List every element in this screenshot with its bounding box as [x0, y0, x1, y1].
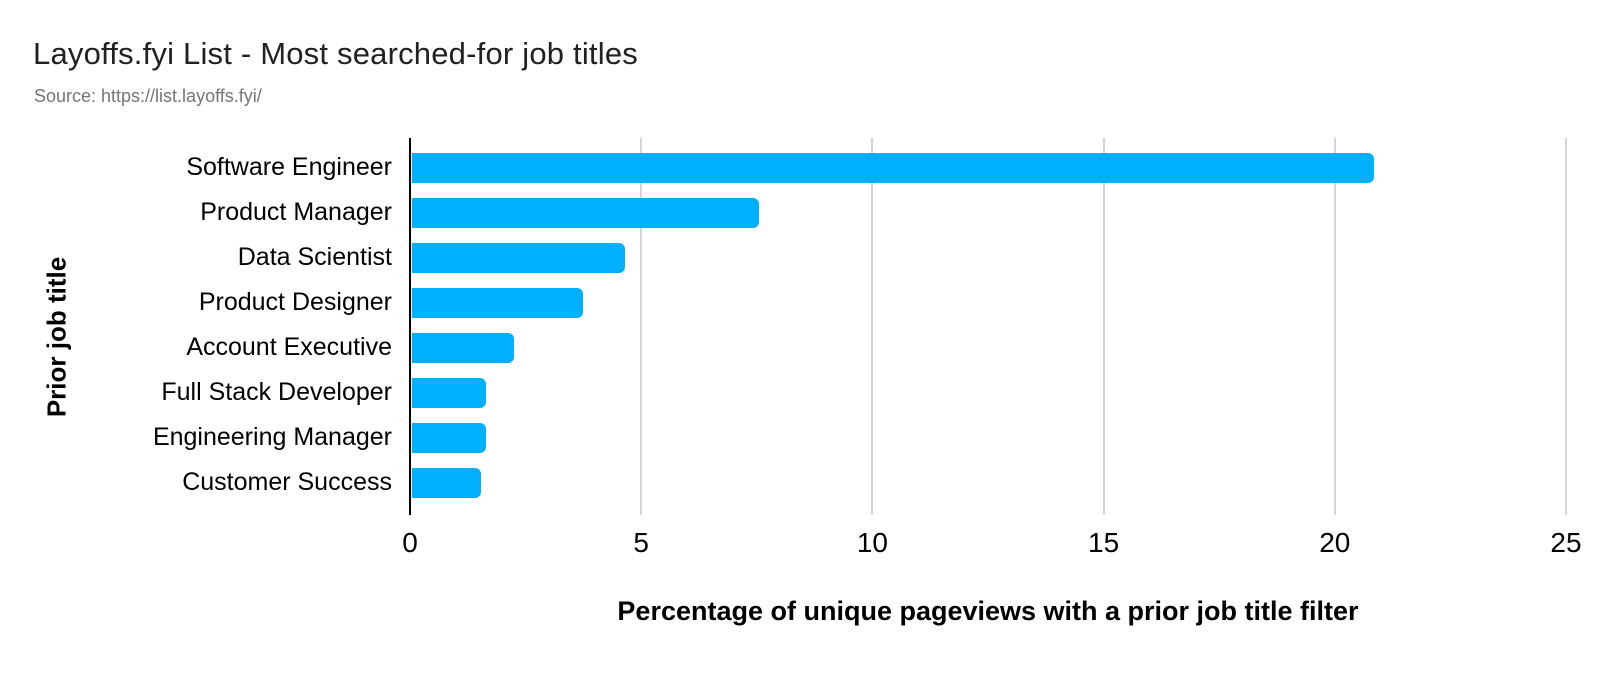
category-label: Engineering Manager — [152, 423, 392, 451]
category-label: Data Scientist — [237, 243, 392, 271]
category-label: Software Engineer — [186, 153, 392, 181]
bar-row — [410, 235, 1566, 280]
gridline — [1565, 138, 1567, 515]
bar-row — [410, 145, 1566, 190]
category-label: Customer Success — [182, 468, 392, 496]
bar-row — [410, 280, 1566, 325]
bar — [412, 152, 1374, 183]
chart-title: Layoffs.fyi List - Most searched-for job… — [33, 36, 638, 71]
gridline — [871, 138, 874, 515]
category-label: Product Manager — [200, 198, 392, 226]
x-tick-label: 15 — [1088, 527, 1120, 558]
plot-area — [409, 138, 1567, 515]
bar — [412, 242, 625, 273]
bar — [412, 287, 584, 318]
x-axis-title: Percentage of unique pageviews with a pr… — [617, 596, 1359, 626]
bar-row — [410, 325, 1566, 370]
bar-row — [410, 460, 1566, 505]
bar — [412, 467, 482, 498]
gridlines-layer — [409, 138, 1567, 515]
category-label: Account Executive — [186, 333, 392, 361]
chart-source-caption: Source: https://list.layoffs.fyi/ — [34, 86, 262, 106]
category-label: Product Designer — [198, 288, 392, 316]
bars-layer — [410, 145, 1566, 505]
gridline — [1102, 138, 1105, 515]
x-tick-label: 10 — [856, 527, 888, 558]
bar-row — [410, 370, 1566, 415]
bar-row — [410, 415, 1566, 460]
gridline — [640, 138, 643, 515]
bar — [412, 332, 514, 363]
bar — [412, 377, 486, 408]
y-axis-line — [409, 138, 411, 515]
x-tick-label: 0 — [402, 527, 418, 558]
gridline — [1333, 138, 1336, 515]
x-tick-label: 20 — [1319, 527, 1351, 558]
bar-row — [410, 190, 1566, 235]
y-axis-category-labels: Software Engineer Product Manager Data Sci… — [0, 145, 392, 505]
category-label: Full Stack Developer — [161, 378, 392, 406]
x-axis-tick-labels: 0 5 10 15 20 25 — [402, 527, 1581, 563]
x-tick-label: 5 — [633, 527, 649, 558]
x-tick-label: 25 — [1550, 527, 1582, 558]
bar — [412, 422, 486, 453]
bar — [412, 197, 759, 228]
